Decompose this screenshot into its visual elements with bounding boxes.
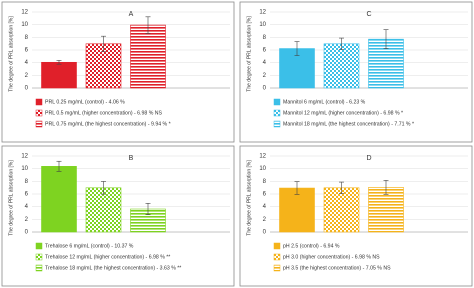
bar <box>368 187 404 233</box>
y-tick-label: 6 <box>263 192 267 198</box>
bar <box>41 166 77 233</box>
legend-label: pH 3.5 (the highest concentration) - 7.0… <box>283 265 391 271</box>
error-bar <box>145 203 151 216</box>
y-tick-label: 6 <box>25 48 29 54</box>
y-tick-label: 2 <box>263 73 267 79</box>
y-tick-label: 10 <box>21 166 28 172</box>
y-tick-label: 4 <box>25 60 29 66</box>
y-tick-label: 4 <box>25 204 29 210</box>
legend-swatch <box>273 109 281 117</box>
y-tick-label: 6 <box>263 48 267 54</box>
legend-label: Mannitol 18 mg/mL (the highest concentra… <box>283 121 414 127</box>
legend-label: Mannitol 12 mg/mL (higher concentration)… <box>283 110 403 116</box>
error-bar <box>56 160 62 172</box>
error-bar <box>56 60 62 65</box>
legend-label: PRL 0.5 mg/mL (higher concentration) - 6… <box>45 110 163 116</box>
panel: 0 2 4 6 8 10 12 The degree of PRL absorption [%… <box>1 1 235 143</box>
bar <box>41 61 77 89</box>
legend-swatch <box>35 98 43 106</box>
y-tick-label: 8 <box>25 179 29 185</box>
legend-label: Trehalose 18 mg/mL (the highest concentr… <box>45 265 181 271</box>
y-tick-label: 10 <box>259 22 266 28</box>
y-tick-label: 8 <box>25 35 29 41</box>
error-bar <box>101 181 106 195</box>
y-axis-label: The degree of PRL absorption [%] <box>8 160 14 236</box>
panel: 0 2 4 6 8 10 12 The degree of PRL absorption [%… <box>239 145 473 287</box>
y-tick-label: 10 <box>259 166 266 172</box>
panel-title: A <box>129 11 134 18</box>
legend-label: Trehalose 12 mg/mL (higher concentration… <box>45 254 170 260</box>
legend-label: Mannitol 6 mg/mL (control) - 6.23 % <box>283 99 366 105</box>
bar <box>85 187 122 233</box>
panel-title: C <box>366 11 371 18</box>
error-bar <box>383 180 389 195</box>
legend-swatch <box>35 242 43 250</box>
y-tick-label: 10 <box>21 22 28 28</box>
error-bar <box>339 181 344 194</box>
y-tick-label: 2 <box>263 217 267 223</box>
y-tick-label: 0 <box>263 230 267 236</box>
legend-swatch <box>273 98 281 106</box>
legend-swatch <box>35 109 43 117</box>
error-bar <box>145 16 151 34</box>
error-bar <box>383 29 389 49</box>
legend-swatch <box>273 120 281 128</box>
legend-swatch <box>35 120 43 128</box>
y-axis-label: The degree of PRL absorption [%] <box>8 16 14 92</box>
y-tick-label: 0 <box>25 86 29 92</box>
error-bar <box>101 35 106 52</box>
legend-swatch <box>273 264 281 272</box>
legend-swatch <box>35 264 43 272</box>
y-tick-label: 0 <box>263 86 267 92</box>
legend-label: PRL 0.75 mg/mL (the highest concentratio… <box>45 121 171 127</box>
y-tick-label: 12 <box>21 10 28 16</box>
y-tick-label: 12 <box>259 10 266 16</box>
legend-label: pH 2.5 (control) - 6.94 % <box>283 243 340 249</box>
legend-swatch <box>273 253 281 261</box>
y-axis-label: The degree of PRL absorption [%] <box>246 160 252 236</box>
y-tick-label: 4 <box>263 60 267 66</box>
panel-title: D <box>366 155 371 162</box>
y-tick-label: 12 <box>259 154 266 160</box>
bar <box>279 187 315 233</box>
panel: 0 2 4 6 8 10 12 The degree of PRL absorption [%… <box>1 145 235 287</box>
y-tick-label: 0 <box>25 230 29 236</box>
bar <box>323 43 360 89</box>
error-bar <box>294 41 300 56</box>
panel-title: B <box>129 155 134 162</box>
legend-label: Trehalose 6 mg/mL (control) - 10.37 % <box>45 243 134 249</box>
panel: 0 2 4 6 8 10 12 The degree of PRL absorption [%… <box>239 1 473 143</box>
y-tick-label: 6 <box>25 192 29 198</box>
y-tick-label: 8 <box>263 179 267 185</box>
legend-swatch <box>273 242 281 250</box>
legend-swatch <box>35 253 43 261</box>
error-bar <box>339 37 344 50</box>
y-tick-label: 8 <box>263 35 267 41</box>
bar <box>323 187 360 233</box>
y-tick-label: 2 <box>25 73 29 79</box>
bar <box>130 24 166 89</box>
y-tick-label: 12 <box>21 154 28 160</box>
error-bar <box>294 181 300 195</box>
y-axis-label: The degree of PRL absorption [%] <box>246 16 252 92</box>
y-tick-label: 2 <box>25 217 29 223</box>
y-tick-label: 4 <box>263 204 267 210</box>
legend-label: PRL 0.25 mg/mL (control) - 4.06 % <box>45 99 125 105</box>
legend-label: pH 3.0 (higher concentration) - 6.98 % N… <box>283 254 380 260</box>
